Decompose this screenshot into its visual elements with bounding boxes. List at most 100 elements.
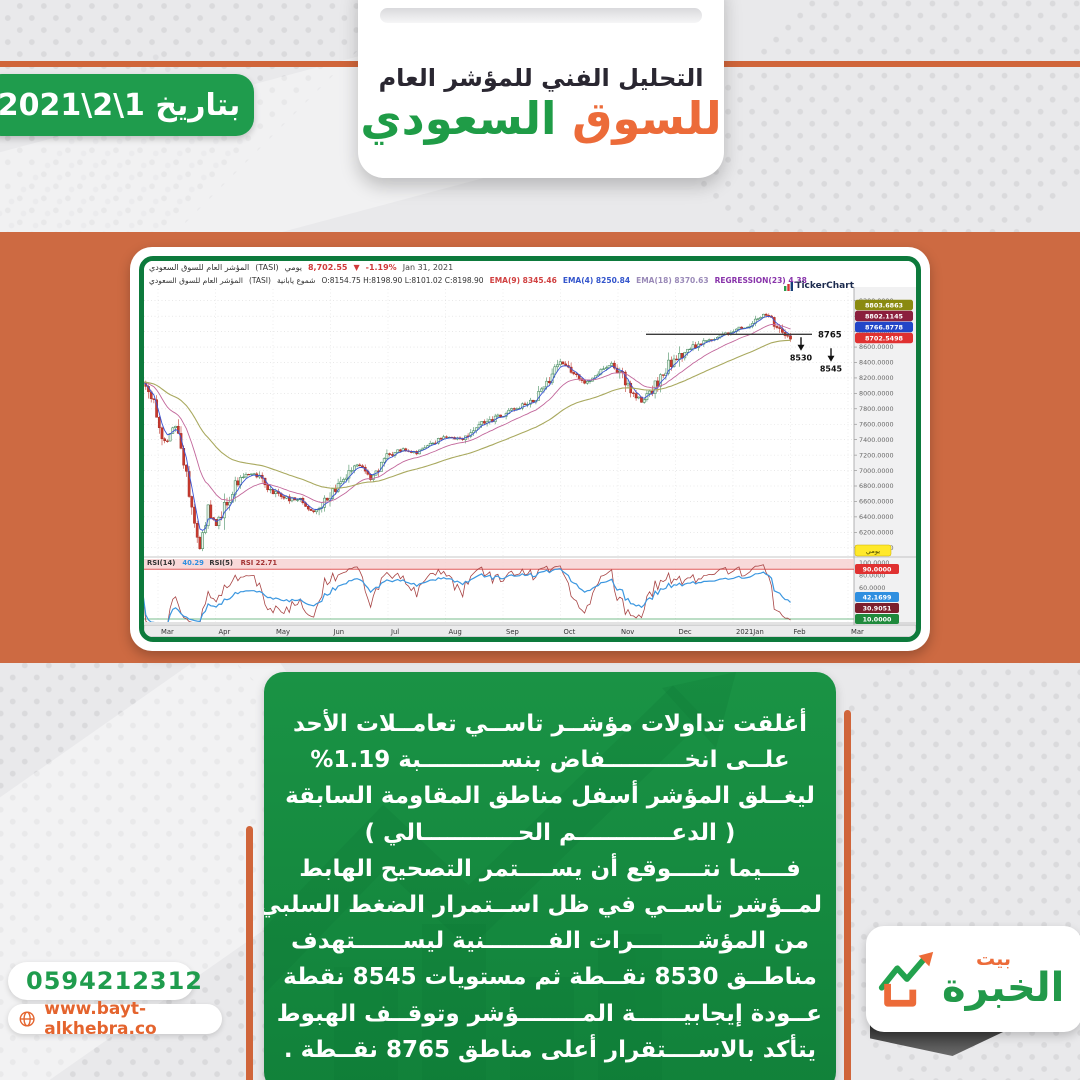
- svg-text:8000.0000: 8000.0000: [859, 390, 894, 398]
- down-arrow-icon: ▼: [353, 263, 360, 272]
- svg-text:8600.0000: 8600.0000: [859, 343, 894, 351]
- analysis-line: مناطــق 8530 نقــطة ثم مستويات 8545 نقطة: [283, 964, 817, 991]
- change-percent: -1.19%: [365, 263, 397, 272]
- analysis-line: من المؤشــــــــرات الفــــــــنية ليســ…: [291, 928, 809, 955]
- candle-type-label: شموع يابانية: [276, 276, 316, 285]
- last-price: 8,702.55: [307, 263, 348, 272]
- svg-text:8530: 8530: [790, 353, 813, 362]
- analysis-line: عــودة إيجابيــــــة المــــــــؤشر وتوق…: [276, 1000, 822, 1027]
- phone-pill: 0594212312: [8, 962, 202, 1000]
- svg-text:7600.0000: 7600.0000: [859, 420, 894, 428]
- chart-card: المؤشر العام للسوق السعودي (TASI) يومي 8…: [130, 247, 930, 651]
- svg-text:Aug: Aug: [449, 628, 462, 636]
- title-word-market: للسوق: [572, 92, 722, 145]
- svg-text:8200.0000: 8200.0000: [859, 374, 894, 382]
- analysis-text: أغلقت تداولات مؤشــر تاســي تعامــلات ال…: [264, 706, 822, 1068]
- house-arrow-icon: [878, 951, 934, 1007]
- svg-text:8545: 8545: [820, 364, 843, 373]
- svg-text:7200.0000: 7200.0000: [859, 451, 894, 459]
- svg-text:8803.6863: 8803.6863: [865, 301, 903, 309]
- chart-info-row-2: المؤشر العام للسوق السعودي (TASI) شموع ي…: [144, 274, 916, 287]
- index-symbol: (TASI): [255, 263, 279, 272]
- svg-text:Dec: Dec: [679, 628, 692, 636]
- svg-text:Jun: Jun: [333, 628, 345, 636]
- svg-text:RSI(14): RSI(14): [147, 559, 175, 567]
- chart-frame: المؤشر العام للسوق السعودي (TASI) يومي 8…: [139, 256, 921, 642]
- indicator-reading: EMA(18) 8370.63: [636, 276, 709, 285]
- chart-header: المؤشر العام للسوق السعودي (TASI) يومي 8…: [144, 261, 916, 287]
- svg-text:100.0000: 100.0000: [859, 559, 890, 567]
- brand-word-khebra: الخبرة: [942, 964, 1065, 1011]
- svg-text:30.9051: 30.9051: [863, 605, 892, 612]
- svg-text:7000.0000: 7000.0000: [859, 467, 894, 475]
- svg-text:Mar: Mar: [161, 628, 174, 636]
- svg-text:80.0000: 80.0000: [859, 572, 885, 580]
- svg-text:Apr: Apr: [219, 628, 231, 636]
- analysis-line: علــى انخــــــــــفاض بنســــــــــبة 1…: [310, 747, 790, 774]
- svg-text:10.0000: 10.0000: [863, 616, 892, 623]
- svg-text:Sep: Sep: [506, 628, 519, 636]
- period-label: يومي: [284, 263, 302, 272]
- tasi-candlestick-chart: 6000.00006200.00006400.00006600.00006800…: [144, 287, 916, 637]
- accent-line-right: [844, 710, 851, 1080]
- svg-text:8802.1145: 8802.1145: [865, 312, 903, 320]
- accent-line-left: [246, 826, 253, 1080]
- analysis-line: ( الدعــــــــــــم الحــــــــــــالي ): [364, 819, 736, 846]
- title-word-saudi: السعودي: [360, 92, 557, 145]
- analysis-line: يتأكد بالاســــتقرار أعلى مناطق 8765 نقـ…: [283, 1036, 817, 1063]
- page-title: للسوق السعودي: [358, 92, 724, 145]
- chart-info-row-1: المؤشر العام للسوق السعودي (TASI) يومي 8…: [144, 261, 916, 274]
- index-name: المؤشر العام للسوق السعودي: [149, 263, 250, 272]
- svg-text:8766.8778: 8766.8778: [865, 323, 904, 331]
- phone-number: 0594212312: [26, 967, 203, 995]
- svg-text:8400.0000: 8400.0000: [859, 359, 894, 367]
- svg-text:2021Jan: 2021Jan: [736, 628, 764, 636]
- svg-text:Jul: Jul: [390, 628, 399, 636]
- svg-text:60.0000: 60.0000: [859, 584, 885, 592]
- index-symbol: (TASI): [248, 276, 271, 285]
- globe-icon: [19, 1011, 35, 1027]
- title-subtitle: التحليل الفني للمؤشر العام: [378, 64, 704, 92]
- chart-indicators: EMA(9) 8345.46 EMA(4) 8250.84 EMA(18) 8370…: [490, 276, 807, 285]
- brand-logo: بيت الخبرة: [866, 926, 1080, 1032]
- svg-text:May: May: [276, 628, 290, 636]
- analysis-line: لمــؤشر تاســي في ظل اســتمرار الضغط الس…: [264, 892, 822, 919]
- svg-text:8765: 8765: [818, 330, 842, 340]
- analysis-line: ليغــلق المؤشر أسفل مناطق المقاومة الساب…: [285, 783, 815, 810]
- svg-text:RSI(5): RSI(5): [209, 559, 233, 567]
- tickerchart-logo: TickerChart: [784, 281, 854, 291]
- chart-watermark-graphic: [264, 672, 736, 1080]
- svg-text:40.29: 40.29: [182, 559, 204, 567]
- ohlc-values: O:8154.75 H:8198.90 L:8101.02 C:8198.90: [321, 276, 484, 285]
- svg-text:6400.0000: 6400.0000: [859, 513, 894, 521]
- svg-text:6200.0000: 6200.0000: [859, 529, 894, 537]
- quote-date: Jan 31, 2021: [402, 263, 454, 272]
- date-label: بتاريخ 1\2\2021: [0, 87, 241, 123]
- card-handle: [380, 8, 702, 23]
- date-banner: بتاريخ 1\2\2021: [0, 74, 254, 136]
- svg-text:7400.0000: 7400.0000: [859, 436, 894, 444]
- analysis-line: فـــيما نتــــوقع أن يســــتمر التصحيح ا…: [299, 855, 801, 882]
- brand-word-bayt: بيت: [976, 947, 1012, 970]
- indicator-reading: EMA(4) 8250.84: [562, 276, 631, 285]
- analysis-line: أغلقت تداولات مؤشــر تاســي تعامــلات ال…: [292, 711, 808, 737]
- svg-text:Mar: Mar: [851, 628, 864, 636]
- website-url: www.bayt-alkhebra.co: [44, 999, 157, 1039]
- svg-text:90.0000: 90.0000: [863, 566, 892, 573]
- svg-text:6800.0000: 6800.0000: [859, 482, 894, 490]
- brand-name: بيت الخبرة: [942, 947, 1074, 1011]
- index-name: المؤشر العام للسوق السعودي: [149, 276, 243, 285]
- svg-text:Feb: Feb: [794, 628, 806, 636]
- svg-text:7800.0000: 7800.0000: [859, 405, 894, 413]
- tickerchart-icon: [784, 281, 794, 291]
- website-pill: www.bayt-alkhebra.co: [8, 999, 222, 1039]
- analysis-panel: أغلقت تداولات مؤشــر تاســي تعامــلات ال…: [264, 672, 836, 1080]
- title-card: التحليل الفني للمؤشر العام للسوق السعودي: [358, 0, 724, 178]
- svg-text:Nov: Nov: [621, 628, 634, 636]
- indicator-reading: EMA(9) 8345.46: [489, 276, 557, 285]
- svg-text:RSI 22.71: RSI 22.71: [241, 559, 278, 567]
- svg-text:42.1699: 42.1699: [863, 594, 892, 601]
- svg-text:6600.0000: 6600.0000: [859, 498, 894, 506]
- indicator-reading: REGRESSION(23) 4.38: [714, 276, 807, 285]
